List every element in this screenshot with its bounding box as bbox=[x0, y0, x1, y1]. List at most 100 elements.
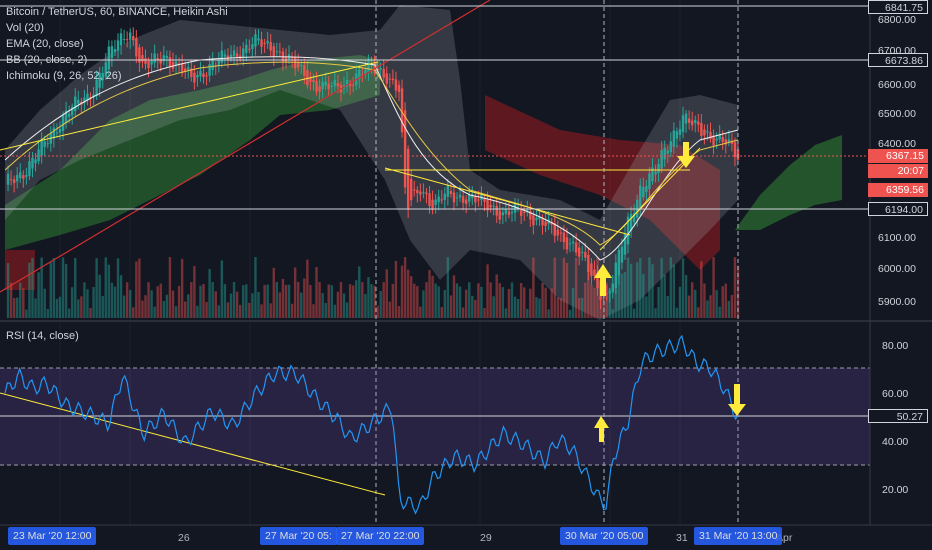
volume-bar bbox=[49, 262, 53, 318]
volume-bar bbox=[238, 304, 242, 318]
candle-body bbox=[660, 150, 663, 169]
legend-ema[interactable]: EMA (20, close) bbox=[6, 38, 84, 50]
volume-bar bbox=[397, 306, 401, 318]
volume-bar bbox=[373, 285, 376, 318]
volume-bar bbox=[694, 289, 697, 318]
time-badge: 27 Mar '20 22:00 bbox=[336, 527, 425, 545]
volume-bar bbox=[281, 278, 285, 318]
candle-body bbox=[58, 128, 62, 133]
legend-bb[interactable]: BB (20, close, 2) bbox=[6, 54, 88, 66]
volume-bar bbox=[251, 293, 254, 318]
candle-body bbox=[700, 123, 703, 136]
candle-body bbox=[449, 190, 453, 195]
candle-body bbox=[263, 43, 266, 45]
volume-bar bbox=[376, 305, 379, 318]
candle-body bbox=[254, 34, 257, 47]
candle-body bbox=[327, 83, 330, 90]
candle-body bbox=[559, 232, 563, 234]
legend-rsi[interactable]: RSI (14, close) bbox=[6, 330, 79, 342]
candle-body bbox=[483, 197, 486, 202]
candle-body bbox=[394, 79, 398, 91]
candle-body bbox=[174, 61, 178, 66]
candle-body bbox=[507, 211, 511, 216]
volume-bar bbox=[672, 264, 676, 318]
candle-body bbox=[358, 69, 361, 80]
volume-bar bbox=[559, 298, 563, 318]
volume-bar bbox=[77, 299, 80, 318]
candle-body bbox=[245, 44, 248, 53]
candle-body bbox=[16, 174, 19, 182]
volume-bar bbox=[636, 262, 639, 318]
volume-bar bbox=[116, 258, 120, 318]
candle-body bbox=[147, 61, 150, 68]
candle-body bbox=[348, 83, 352, 86]
candle-body bbox=[477, 199, 480, 201]
candle-body bbox=[596, 272, 599, 289]
volume-bar bbox=[504, 308, 508, 318]
candle-body bbox=[303, 65, 306, 76]
volume-bar bbox=[16, 297, 19, 318]
candle-body bbox=[431, 199, 434, 210]
volume-bar bbox=[74, 258, 77, 318]
volume-bar bbox=[468, 282, 471, 318]
candle-body bbox=[690, 120, 694, 126]
candle-body bbox=[235, 53, 239, 58]
symbol-title[interactable]: Bitcoin / TetherUS, 60, BINANCE, Heikin … bbox=[6, 6, 228, 18]
volume-bar bbox=[422, 290, 425, 318]
volume-bar bbox=[382, 282, 385, 318]
volume-bar bbox=[25, 309, 28, 318]
price-tick: 6500.00 bbox=[878, 108, 916, 120]
candle-body bbox=[202, 73, 205, 78]
volume-bar bbox=[632, 308, 636, 318]
volume-bar bbox=[242, 285, 245, 318]
candle-body bbox=[474, 196, 477, 203]
candle-body bbox=[379, 68, 382, 70]
candle-body bbox=[101, 72, 104, 81]
volume-bar bbox=[309, 284, 312, 318]
volume-bar bbox=[529, 288, 532, 318]
candle-body bbox=[300, 65, 303, 67]
legend-vol[interactable]: Vol (20) bbox=[6, 22, 44, 34]
candle-body bbox=[333, 80, 337, 87]
candle-body bbox=[584, 252, 587, 258]
candle-body bbox=[220, 50, 224, 63]
volume-bar bbox=[553, 257, 556, 318]
volume-bar bbox=[461, 307, 465, 318]
volume-bar bbox=[449, 295, 453, 318]
volume-bar bbox=[321, 293, 324, 318]
volume-bar bbox=[110, 282, 114, 318]
volume-bar bbox=[348, 284, 352, 318]
candle-body bbox=[434, 199, 437, 205]
rsi-tick: 60.00 bbox=[882, 388, 909, 400]
volume-bar bbox=[98, 274, 101, 318]
volume-bar bbox=[223, 284, 227, 318]
candle-body bbox=[156, 58, 159, 60]
volume-bar bbox=[736, 265, 740, 318]
candle-body bbox=[290, 56, 294, 59]
volume-bar bbox=[318, 282, 321, 318]
volume-bar bbox=[196, 305, 199, 318]
volume-bar bbox=[458, 286, 462, 318]
candle-body bbox=[614, 262, 618, 289]
candle-body bbox=[251, 44, 254, 50]
volume-bar bbox=[129, 289, 132, 318]
volume-bar bbox=[263, 285, 266, 318]
rsi-current-label: 50.27 bbox=[868, 409, 928, 423]
volume-bar bbox=[642, 274, 645, 318]
volume-bar bbox=[495, 274, 498, 318]
legend-ichimoku[interactable]: Ichimoku (9, 26, 52, 26) bbox=[6, 70, 122, 82]
volume-bar bbox=[733, 257, 737, 318]
candle-body bbox=[694, 119, 697, 123]
volume-bar bbox=[330, 285, 333, 318]
candle-body bbox=[144, 58, 147, 64]
volume-bar bbox=[86, 289, 89, 318]
candle-body bbox=[727, 139, 731, 143]
volume-bar bbox=[587, 263, 590, 318]
yellow-trendline-up bbox=[599, 147, 701, 251]
volume-bar bbox=[678, 286, 682, 318]
candle-body bbox=[43, 141, 46, 147]
arrow-down-icon bbox=[728, 384, 746, 416]
price-label-level3: 6359.56 bbox=[868, 183, 928, 197]
volume-bar bbox=[254, 257, 257, 318]
